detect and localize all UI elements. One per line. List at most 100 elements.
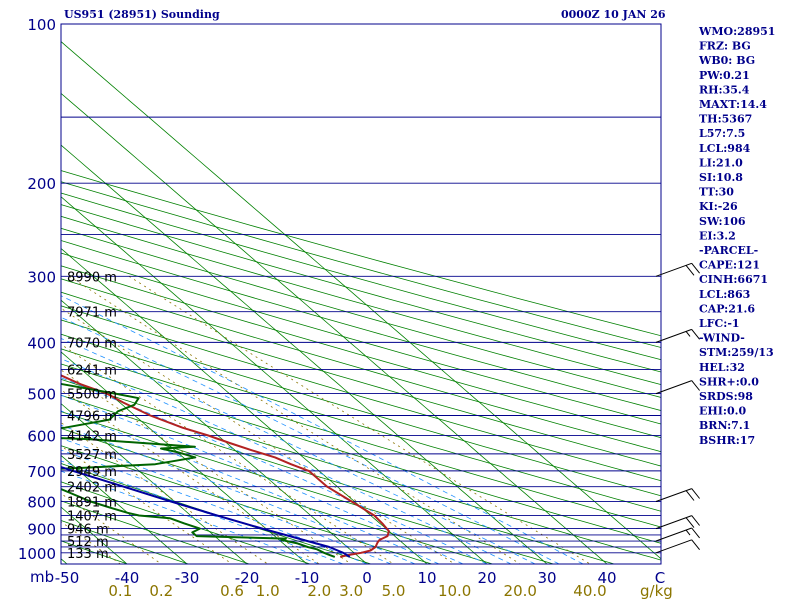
chart-title: US951 (28951) Sounding	[64, 8, 220, 21]
dry-adiabat-line	[61, 463, 372, 564]
wind-barb	[655, 328, 700, 343]
stat-line: -PARCEL-	[699, 244, 758, 257]
pressure-tick-label: 100	[27, 16, 56, 34]
stat-line: LI:21.0	[699, 156, 743, 169]
stat-line: CAP:21.6	[699, 302, 755, 315]
temperature-unit: C	[655, 569, 665, 587]
height-label: 2949 m	[67, 465, 117, 480]
stat-line: EI:3.2	[699, 229, 736, 242]
temperature-tick-label: -30	[175, 569, 200, 587]
pressure-tick-label: 1000	[18, 545, 56, 563]
dry-adiabat-line	[61, 170, 661, 337]
stat-line: L57:7.5	[699, 127, 745, 140]
pressure-tick-label: 200	[27, 175, 56, 193]
isotherm-line	[61, 41, 661, 560]
stat-line: LFC:-1	[699, 317, 740, 330]
dry-adiabat-line	[61, 204, 661, 373]
dry-adiabat-line	[61, 319, 661, 497]
moist-adiabat-line	[61, 358, 512, 564]
dry-adiabat-line	[61, 378, 661, 561]
stat-line: HEL:32	[699, 361, 745, 374]
stat-line: FRZ: BG	[699, 40, 751, 53]
wind-barb	[655, 515, 700, 530]
temperature-profile	[61, 374, 390, 558]
wind-barbs	[655, 262, 700, 554]
mixing-ratio-label: 40.0	[573, 582, 606, 600]
dry-adiabat-line	[61, 227, 661, 398]
temperature-tick-label: 0	[362, 569, 372, 587]
mixing-ratio-label: 3.0	[339, 582, 363, 600]
pressure-tick-label: 400	[27, 334, 56, 352]
wind-barb	[655, 488, 700, 502]
temperature-tick-label: 20	[477, 569, 496, 587]
dry-adiabat-line	[61, 445, 432, 564]
height-label: 4796 m	[67, 410, 117, 425]
stat-line: SW:106	[699, 215, 746, 228]
moist-adiabat-line	[61, 394, 464, 564]
stat-line: LCL:863	[699, 288, 750, 301]
pressure-tick-label: 600	[27, 427, 56, 445]
stat-line: WMO:28951	[698, 25, 775, 38]
dry-adiabat-line	[61, 411, 554, 564]
height-label: 2402 m	[67, 481, 117, 496]
dry-adiabat-line	[61, 265, 661, 439]
height-label: 3527 m	[67, 448, 117, 463]
stat-line: SHR+:0.0	[699, 375, 759, 388]
moist-adiabat-line	[61, 377, 488, 564]
dry-adiabat-line	[61, 291, 661, 467]
height-label: 6241 m	[67, 363, 117, 378]
mixing-ratio-line	[128, 275, 591, 564]
isotherm-line	[61, 196, 488, 564]
moist-adiabat-line	[61, 410, 440, 564]
stat-line: BRN:7.1	[699, 419, 750, 432]
dry-adiabat-line	[61, 348, 661, 528]
stat-line: MAXT:14.4	[699, 98, 767, 111]
height-label: 133 m	[67, 547, 109, 562]
moist-adiabat-line	[61, 424, 416, 564]
moist-adiabat-line	[61, 338, 536, 564]
moist-adiabat-line	[61, 316, 560, 564]
mixing-ratio-label: 20.0	[504, 582, 537, 600]
pressure-tick-label: 800	[27, 494, 56, 512]
pressure-tick-label: 500	[27, 386, 56, 404]
isotherm-line	[0, 24, 7, 564]
mixing-ratio-label: 2.0	[307, 582, 331, 600]
dry-adiabat-line	[61, 394, 615, 564]
height-label: 512 m	[67, 535, 109, 550]
pressure-tick-label: 300	[27, 268, 56, 286]
isotherm-line	[61, 144, 548, 564]
chart-subtitle: 0000Z 10 JAN 26	[561, 8, 666, 21]
isotherm-line	[61, 403, 248, 564]
height-label: 7070 m	[67, 336, 117, 351]
stat-line: PW:0.21	[699, 69, 750, 82]
temperature-tick-label: -10	[295, 569, 320, 587]
isotherm-line	[61, 454, 188, 564]
series-layer	[61, 374, 390, 558]
dry-adiabat-line	[61, 305, 661, 482]
pressure-tick-label: 900	[27, 521, 56, 539]
temperature-tick-label: 30	[537, 569, 556, 587]
dry-adiabat-line	[61, 215, 661, 385]
wind-barb	[655, 527, 700, 542]
height-label: 8990 m	[67, 270, 117, 285]
mixing-ratio-label: 1.0	[256, 582, 280, 600]
wind-barb	[655, 539, 700, 554]
isotherm-line	[61, 247, 428, 564]
stat-line: -WIND-	[699, 332, 745, 345]
stat-line: SI:10.8	[699, 171, 743, 184]
mixing-ratio-line	[61, 445, 233, 564]
dry-adiabat-line	[61, 427, 493, 564]
stat-line: TH:5367	[699, 113, 752, 126]
mixing-ratio-label: 5.0	[382, 582, 406, 600]
dewpoint-profile	[61, 382, 336, 558]
mixing-ratio-label: 0.2	[149, 582, 173, 600]
stat-line: LCL:984	[699, 142, 751, 155]
stat-line: EHI:0.0	[699, 405, 746, 418]
pressure-axis-unit: mb	[30, 568, 54, 586]
height-label: 4142 m	[67, 429, 117, 444]
mixing-ratio-label: 0.1	[108, 582, 132, 600]
stat-line: TT:30	[699, 186, 734, 199]
plot-frame	[60, 23, 662, 565]
